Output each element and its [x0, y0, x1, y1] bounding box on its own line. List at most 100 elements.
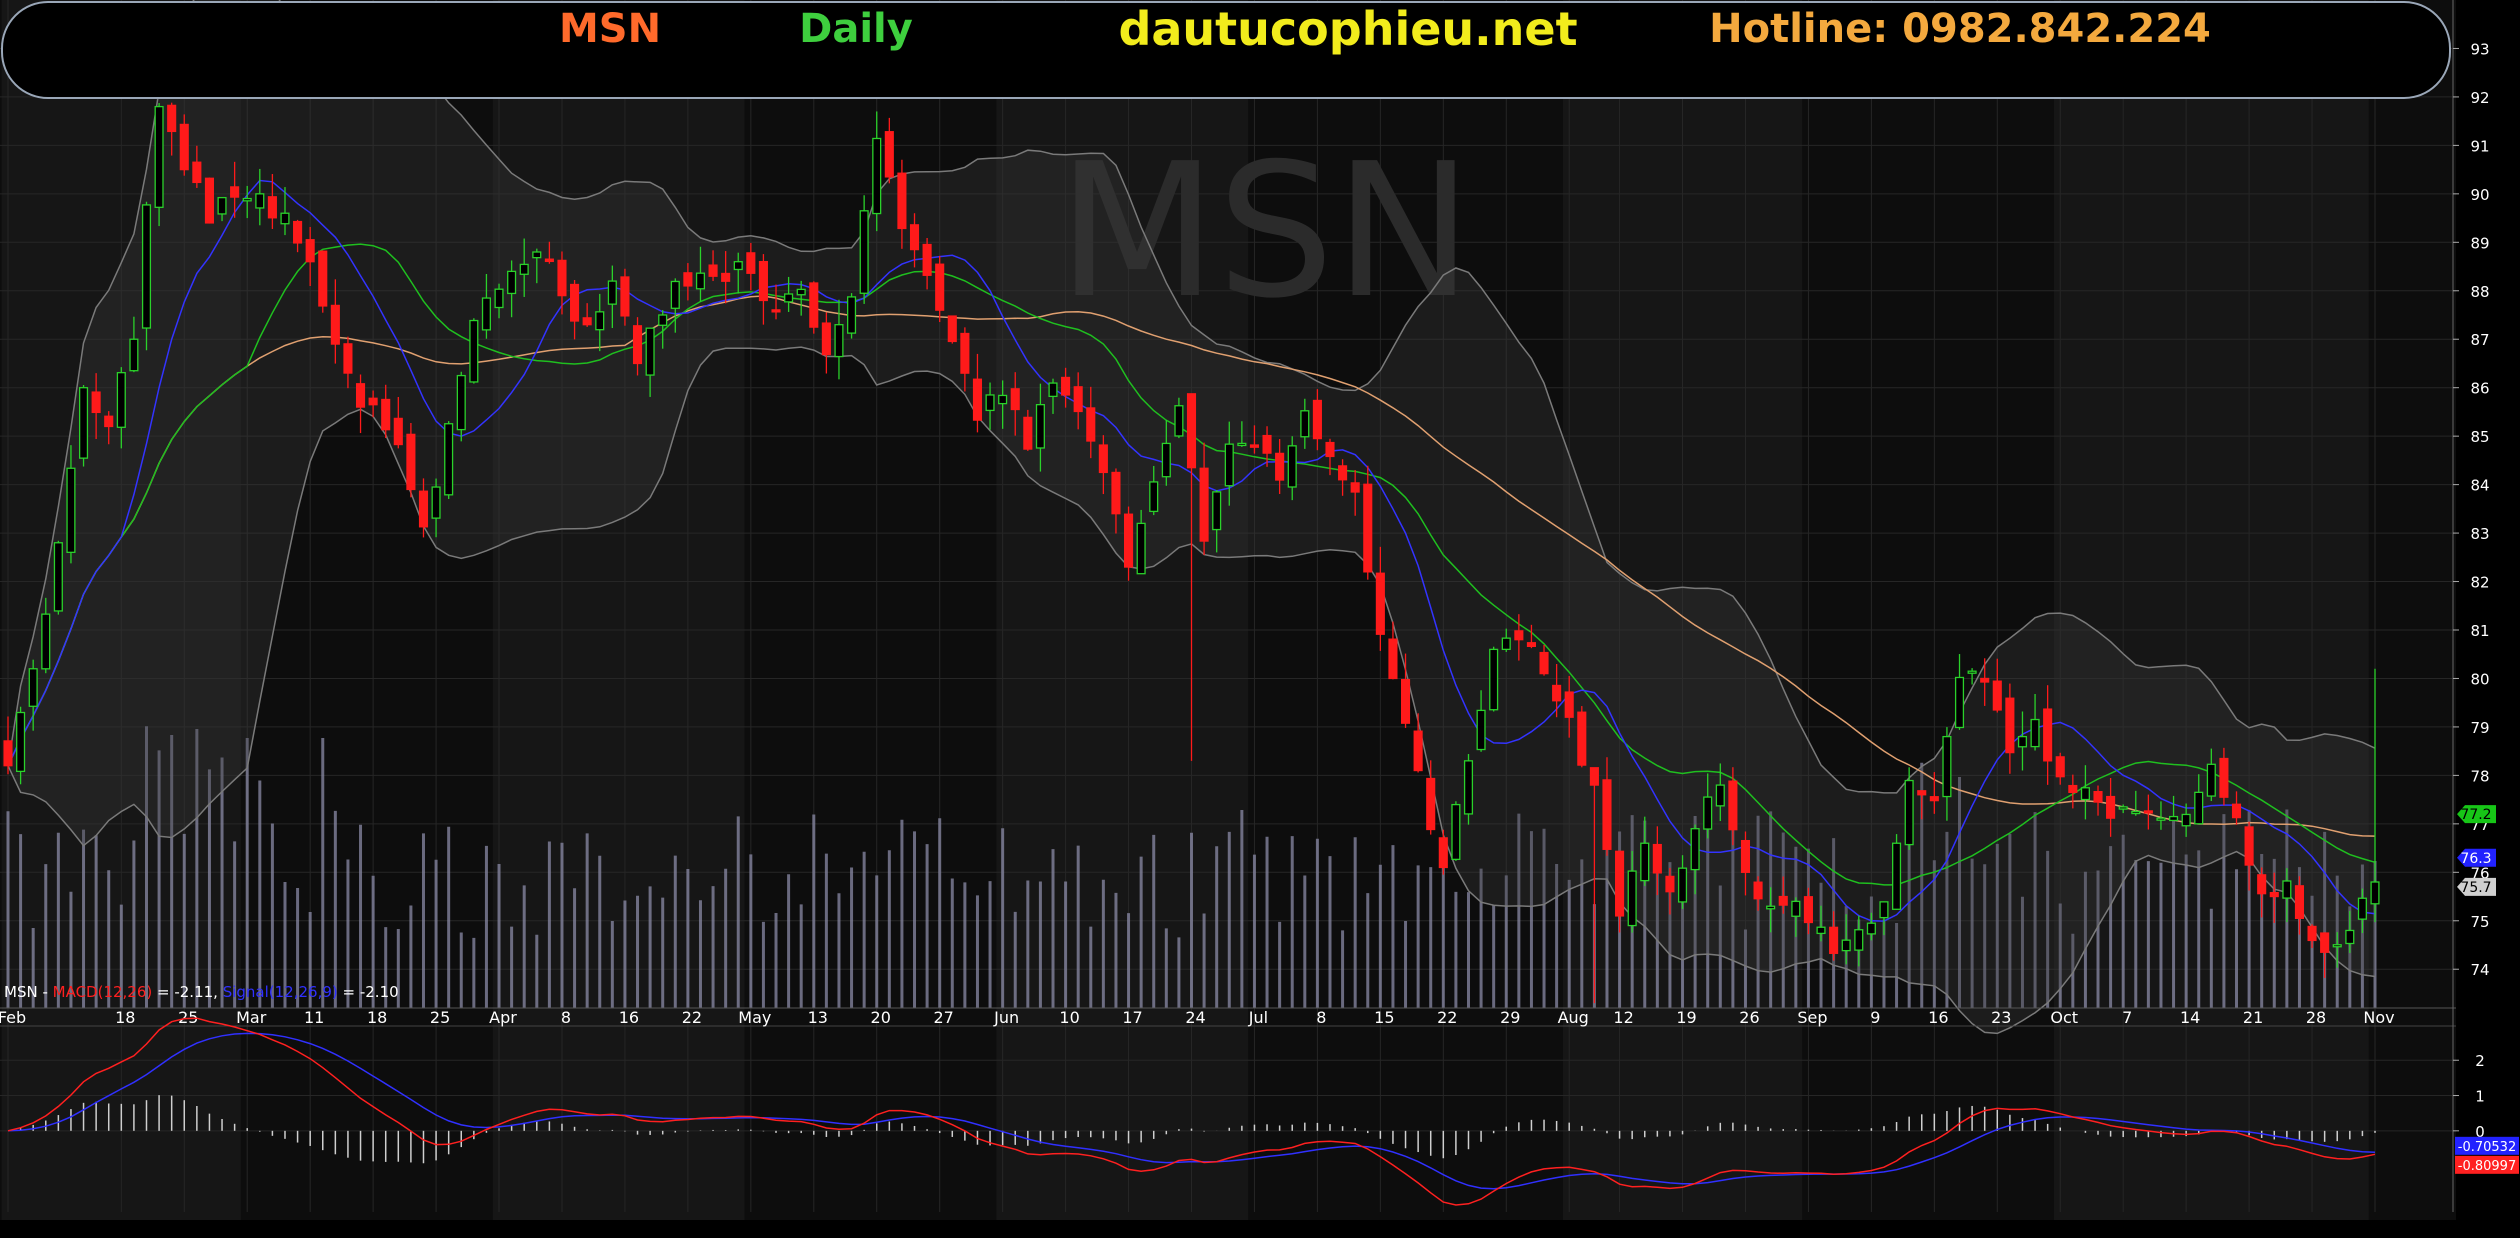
x-tick-label: 25: [178, 1008, 198, 1027]
axis-background: [2456, 0, 2520, 1238]
candle: [1640, 816, 1650, 886]
candle: [1791, 897, 1801, 937]
macd-y-tick-label: 1: [2475, 1088, 2485, 1106]
candle: [1778, 876, 1788, 914]
candle: [1123, 506, 1134, 581]
candle-body: [1690, 828, 1700, 871]
candle-body: [2143, 810, 2153, 814]
candle: [1816, 905, 1826, 942]
candle: [1589, 767, 1599, 1004]
candle-body: [2169, 815, 2179, 822]
candle-body: [708, 264, 718, 277]
candle-body: [532, 251, 542, 259]
candle: [1249, 425, 1260, 454]
candle: [695, 246, 706, 302]
candle: [1338, 459, 1348, 496]
header-period: Daily: [799, 6, 913, 52]
candle: [519, 238, 529, 297]
candle: [1262, 426, 1272, 467]
candle: [2244, 821, 2254, 891]
month-band: [996, 0, 1249, 1238]
bottom-strip: [0, 1220, 2520, 1238]
candle: [1426, 760, 1436, 835]
candle-body: [1766, 905, 1776, 910]
candle: [746, 242, 756, 291]
signal-value-text: -0.70532: [2458, 1140, 2516, 1155]
candle: [293, 219, 303, 253]
candle-body: [28, 668, 38, 707]
candle: [645, 327, 655, 397]
candle: [721, 251, 731, 304]
volume-bars: [6, 726, 2377, 1008]
candle-body: [1249, 444, 1260, 448]
y-tick-label: 74: [2470, 961, 2489, 979]
candle: [66, 445, 76, 564]
ma-fast-value-tag: 76.3: [2457, 848, 2496, 867]
candle-body: [1942, 735, 1952, 798]
candle-body: [431, 486, 441, 519]
candle-body: [330, 304, 340, 345]
x-tick-label: 14: [2180, 1008, 2200, 1027]
x-tick-label: Oct: [2050, 1008, 2078, 1027]
month-band: [492, 0, 745, 1238]
candle: [53, 540, 63, 615]
candle-body: [1061, 376, 1071, 396]
candle: [481, 273, 491, 339]
candle: [897, 159, 907, 249]
candle-body: [154, 105, 164, 208]
candle-body: [1740, 839, 1751, 873]
candle: [494, 283, 504, 319]
candle: [1904, 767, 1914, 850]
candle-body: [1778, 895, 1788, 906]
candle: [1161, 419, 1171, 486]
candle: [280, 187, 290, 236]
candle: [708, 250, 718, 282]
candle: [456, 371, 466, 442]
candle: [1451, 801, 1461, 861]
candle-body: [1929, 796, 1939, 802]
candle-body: [1791, 900, 1801, 917]
candle: [2307, 924, 2317, 949]
candle: [2093, 785, 2103, 816]
candle-body: [721, 272, 731, 282]
candle: [1010, 372, 1020, 436]
candle-body: [141, 204, 152, 329]
candle: [91, 373, 101, 440]
candle: [1186, 393, 1197, 761]
candle-body: [897, 172, 907, 230]
candle: [1866, 912, 1876, 941]
candle-body: [519, 263, 529, 275]
candle-body: [355, 383, 366, 408]
candle-body: [1677, 867, 1688, 903]
candle: [1728, 767, 1738, 846]
candle: [1174, 397, 1184, 439]
candle-body: [821, 322, 831, 356]
y-tick-label: 76: [2470, 864, 2489, 882]
candle-body: [293, 220, 303, 244]
macd-panel: 0 1 2 -0.70532 -0.80997: [0, 1017, 2520, 1238]
x-tick-label: 9: [1870, 1008, 1880, 1027]
candle-body: [645, 327, 655, 376]
candle-body: [255, 193, 265, 209]
candle: [1061, 367, 1071, 408]
candle: [985, 382, 995, 430]
candle: [1489, 646, 1499, 712]
candle-body: [557, 259, 567, 297]
x-tick-label: 16: [1928, 1008, 1948, 1027]
candle-body: [1438, 837, 1448, 869]
candle-body: [947, 315, 957, 343]
candle: [1363, 465, 1373, 580]
x-tick-label: 22: [682, 1008, 702, 1027]
candle: [330, 279, 340, 364]
candle-body: [1652, 843, 1662, 874]
candle-body: [1224, 443, 1234, 487]
candle: [2118, 804, 2128, 814]
candle: [1073, 372, 1083, 430]
candle: [318, 250, 328, 313]
candle-body: [859, 210, 869, 294]
candle: [154, 102, 164, 227]
x-tick-label: 7: [2122, 1008, 2132, 1027]
candle-body: [1023, 416, 1033, 450]
candle-body: [1199, 467, 1209, 542]
candle-body: [683, 272, 693, 287]
